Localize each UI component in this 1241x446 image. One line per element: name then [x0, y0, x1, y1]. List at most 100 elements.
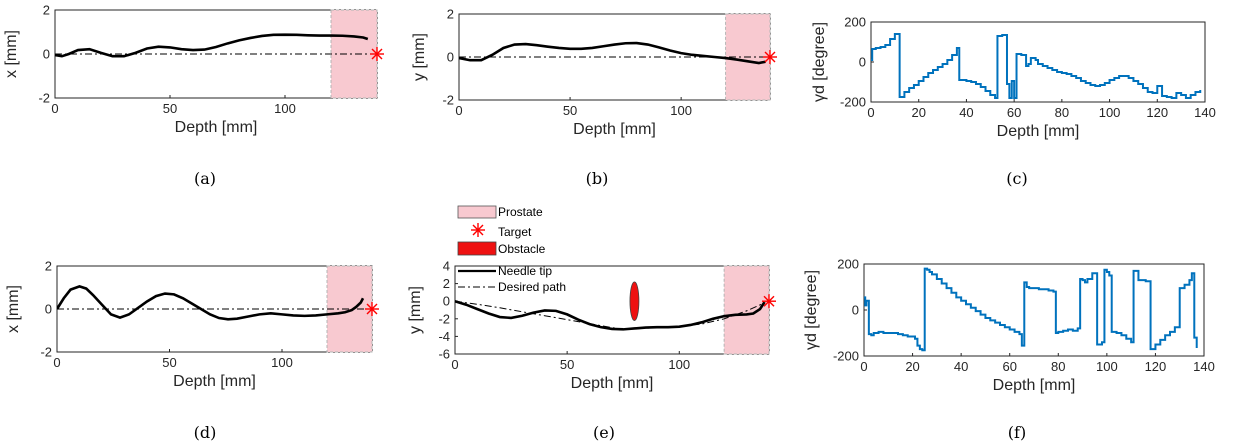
target-stroke: [764, 51, 776, 63]
panel-c-xtick-label: 80: [1055, 105, 1069, 120]
panel-a-ytick-label: 2: [43, 3, 50, 18]
panel-e-ytick-label: 0: [443, 294, 450, 309]
panel-d: [56, 265, 373, 353]
panel-d-ylabel: x [mm]: [5, 285, 22, 333]
panel-f: [863, 263, 1205, 357]
panel-e-axes: [454, 265, 770, 355]
panel-a-xlabel: Depth [mm]: [175, 119, 258, 136]
target-stroke: [763, 295, 775, 307]
panel-d-ytick-label: 2: [45, 259, 52, 274]
legend-target-label: Target: [498, 225, 532, 239]
panel-e-marks: 0 50 100 -6 -4 -2 0 2 4 Depth [mm] y [mm]: [407, 259, 776, 392]
panel-a-series-needle: [55, 33, 369, 58]
panel-f-ytick-label: 200: [837, 257, 859, 272]
legend-obstacle-label: Obstacle: [498, 242, 546, 256]
panel-f-xtick-label: 20: [905, 359, 919, 374]
panel-a-ylabel: x [mm]: [3, 30, 20, 78]
panel-a-xtick-label: 0: [51, 101, 58, 116]
panel-a-ytick-label: -2: [38, 91, 50, 106]
panel-d-prostate-region: [326, 265, 373, 353]
panel-d-series-needle: [57, 285, 365, 321]
panel-c-xtick-label: 40: [959, 105, 973, 120]
caption-f: (f): [1008, 423, 1026, 442]
legend-obstacle-swatch: [457, 241, 497, 256]
panel-f-series-steps: [864, 267, 1198, 352]
panel-f-xtick-label: 0: [860, 359, 867, 374]
panel-b-xtick-label: 0: [455, 103, 462, 118]
panel-b-xlabel: Depth [mm]: [573, 121, 656, 138]
panel-e-target-marker: [762, 294, 776, 309]
panel-e-prostate-region: [723, 265, 770, 355]
panel-d-ytick-label: -2: [40, 345, 52, 360]
panel-c-xtick-label: 100: [1099, 105, 1121, 120]
legend-needle-label: Needle tip: [498, 264, 552, 278]
panel-f-xtick-label: 40: [954, 359, 968, 374]
panel-f-xtick-label: 60: [1002, 359, 1016, 374]
panel-b-ytick-label: 2: [447, 7, 454, 22]
panel-d-xtick-label: 100: [271, 355, 293, 370]
caption-d: (d): [194, 423, 217, 442]
panel-d-xlabel: Depth [mm]: [173, 373, 256, 390]
panel-f-xtick-label: 140: [1193, 359, 1215, 374]
panel-f-xtick-label: 120: [1145, 359, 1167, 374]
panel-d-target-marker: [365, 302, 379, 316]
panel-e-series-needle: [455, 299, 766, 331]
panel-d-axes: [56, 265, 373, 353]
target-stroke: [371, 48, 383, 60]
panel-d-xtick-label: 0: [53, 355, 60, 370]
panel-e-ytick-label: -6: [438, 347, 450, 362]
panel-e-xtick-label: 0: [451, 357, 458, 372]
panel-e-xlabel: Depth [mm]: [571, 375, 654, 392]
panel-e-ylabel: y [mm]: [407, 286, 424, 334]
panel-a-xtick-label: 100: [274, 101, 296, 116]
target-stroke: [366, 303, 378, 315]
panel-c-ytick-label: 200: [844, 15, 866, 30]
caption-a: (a): [194, 169, 216, 188]
panel-c-xtick-label: 0: [867, 105, 874, 120]
panel-a-ytick-label: 0: [43, 47, 50, 62]
caption-b: (b): [586, 169, 609, 188]
panel-c-ytick-label: 0: [859, 55, 866, 70]
legend: Prostate Target Obstacle Needle tip Desi…: [457, 205, 566, 294]
panel-f-xlabel: Depth [mm]: [993, 377, 1076, 394]
panel-e-ytick-label: 4: [443, 259, 450, 274]
legend-prostate-label: Prostate: [498, 205, 543, 219]
legend-desired-label: Desired path: [498, 280, 566, 294]
panel-e-series-desired: [455, 300, 765, 330]
panel-f-ytick-label: -200: [833, 349, 859, 364]
panel-b-ylabel: y [mm]: [411, 33, 428, 81]
panel-e-ytick-label: -4: [438, 329, 450, 344]
panel-d-xtick-label: 50: [162, 355, 176, 370]
panel-b-ytick-label: -2: [442, 93, 454, 108]
panel-c-ytick-label: -200: [840, 95, 866, 110]
panel-c-ylabel: γd [degree]: [811, 22, 828, 102]
caption-e: (e): [593, 423, 615, 442]
panel-e-xtick-label: 100: [668, 357, 690, 372]
panel-c-xtick-label: 140: [1194, 105, 1216, 120]
panel-b-xtick-label: 100: [670, 103, 692, 118]
panel-c-xtick-label: 120: [1146, 105, 1168, 120]
panel-c-xtick-label: 20: [911, 105, 925, 120]
panel-e: [454, 265, 770, 355]
panel-f-xtick-label: 80: [1051, 359, 1065, 374]
panel-a-xtick-label: 50: [163, 101, 177, 116]
legend-prostate-swatch: [457, 205, 497, 219]
panel-b-xtick-label: 50: [563, 103, 577, 118]
panel-c-series-steps: [871, 33, 1202, 99]
panel-f-ytick-label: 0: [852, 303, 859, 318]
panel-f-ylabel: γd [degree]: [803, 270, 820, 350]
panel-d-ytick-label: 0: [45, 302, 52, 317]
panel-b-target-marker: [763, 50, 777, 64]
panel-b-ytick-label: 0: [447, 50, 454, 65]
panel-e-xtick-label: 50: [560, 357, 574, 372]
legend-target-marker: [471, 223, 485, 237]
panel-a-target-marker: [370, 47, 384, 61]
panel-c-xlabel: Depth [mm]: [997, 123, 1080, 140]
